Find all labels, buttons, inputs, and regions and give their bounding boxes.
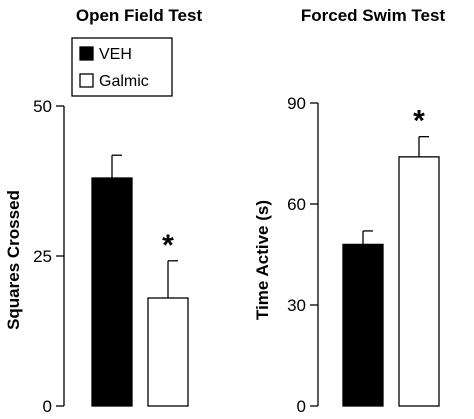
legend-label-galmic: Galmic — [99, 73, 149, 90]
forced-swim-panel: Forced Swim Test Time Active (s) 0 30 60 90… — [253, 6, 445, 416]
open-field-title: Open Field Test — [76, 6, 203, 25]
forced-swim-bar-galmic — [398, 156, 440, 407]
legend-swatch-galmic — [79, 73, 94, 88]
forced-swim-y-tick-label: 60 — [287, 195, 306, 214]
open-field-ylabel: Squares Crossed — [4, 190, 23, 330]
forced-swim-title: Forced Swim Test — [301, 6, 446, 25]
forced-swim-y-tick-label: 0 — [297, 397, 306, 416]
open-field-bar-galmic — [147, 297, 189, 407]
forced-swim-ylabel: Time Active (s) — [253, 200, 272, 320]
forced-swim-significance-star: * — [413, 105, 425, 138]
legend-label-veh: VEH — [99, 46, 132, 63]
legend: VEH Galmic — [71, 37, 173, 97]
open-field-y-tick-label: 0 — [43, 397, 52, 416]
open-field-significance-star: * — [162, 229, 174, 262]
open-field-panel: Open Field Test Squares Crossed 0 25 50 * — [4, 6, 202, 416]
legend-swatch-veh — [79, 46, 94, 61]
open-field-bar-veh — [91, 177, 133, 407]
open-field-y-tick-label: 50 — [33, 97, 52, 116]
open-field-y-tick-label: 25 — [33, 247, 52, 266]
forced-swim-bar-veh — [342, 243, 384, 407]
forced-swim-y-tick-label: 30 — [287, 296, 306, 315]
forced-swim-y-tick-label: 90 — [287, 94, 306, 113]
